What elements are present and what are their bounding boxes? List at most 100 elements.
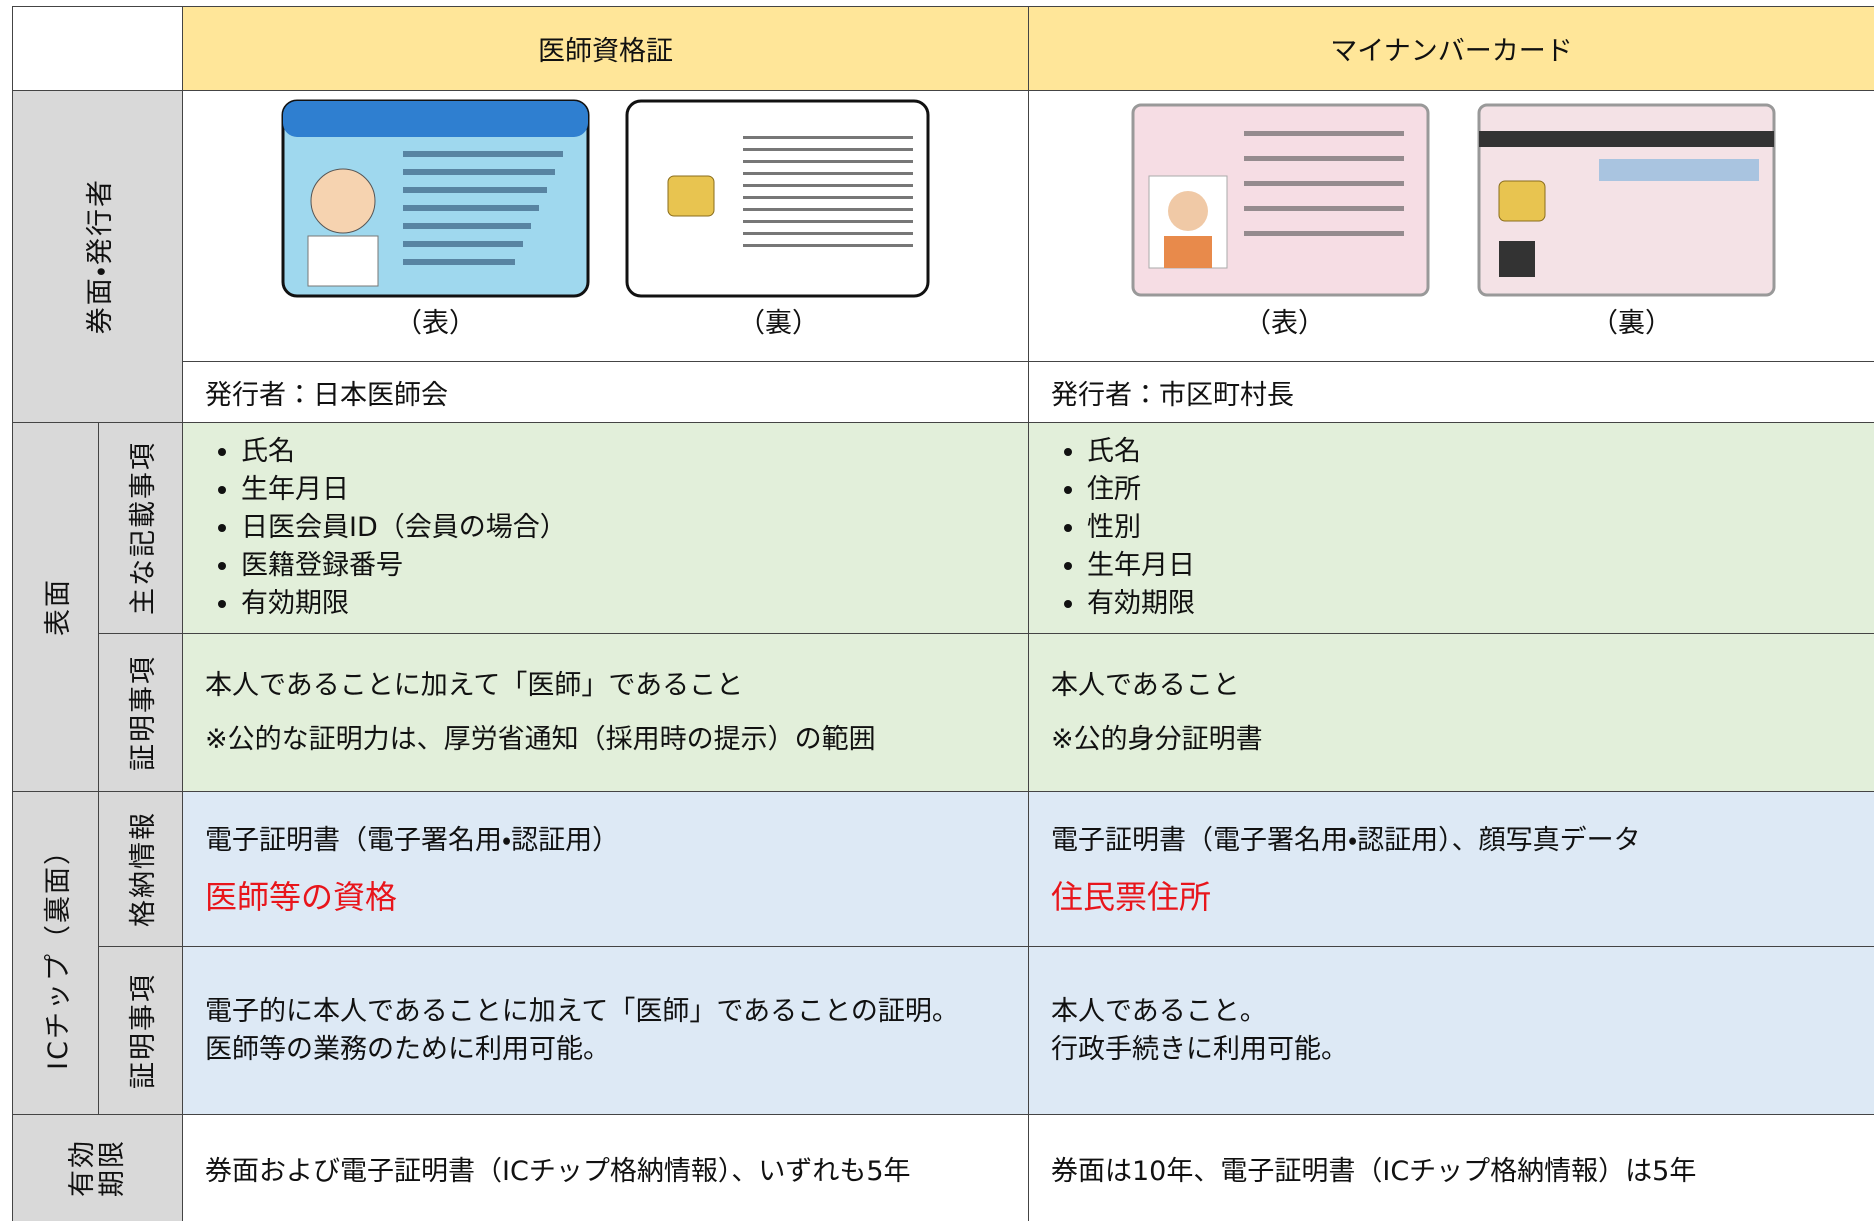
card-shape [1498,180,1546,222]
column-header: 医師資格証 [182,6,1029,91]
proof-line: 医師等の業務のために利用可能。 [205,1033,610,1065]
label-text: ICチップ（裏面） [43,836,74,1070]
card-shape [743,184,913,187]
card-shape [1164,236,1212,268]
stored-highlight: 医師等の資格 [205,878,398,916]
proof-line: 本人であること [1051,669,1240,701]
caption: （表） [395,308,476,339]
row-label: 格納情報 [98,791,183,947]
card-shape [743,220,913,223]
label-text: 証明事項 [128,972,159,1089]
stored-cell: 電子証明書（電子署名用・認証用）、顔写真データ住民票住所 [1028,791,1874,947]
stored-text: 電子証明書（電子署名用・認証用）、顔写真データ [1051,825,1641,856]
card-shape [1599,159,1759,181]
card-shape [743,148,913,151]
card-shape [1244,156,1404,161]
proof-cell: 本人であることに加えて「医師」であること ※公的な証明力は、厚労省通知（採用時の提… [182,633,1029,792]
card-illustrations [1131,103,1776,297]
stored-highlight: 住民票住所 [1051,878,1212,916]
label-text: 主な記載事項 [128,441,159,615]
item-list: 氏名生年月日日医会員ID（会員の場合）医籍登録番号有効期限 [205,433,1028,623]
list-item: 氏名 [1087,433,1874,471]
list-item: 生年月日 [1087,547,1874,585]
card-shape [1477,103,1776,297]
card-shape [743,232,913,235]
caption: （裏） [1591,308,1672,339]
proof-line: 本人であること。 [1051,995,1267,1027]
proof-line: ※公的な証明力は、厚労省通知（採用時の提示）の範囲 [205,723,876,755]
label-line: 期限 [96,1139,128,1197]
row-label: 証明事項 [98,946,183,1115]
label-text: 有効 期限 [66,1139,128,1197]
row-label: 証明事項 [98,633,183,792]
proof-line: 本人であることに加えて「医師」であること [205,669,744,701]
proof-cell: 電子的に本人であることに加えて「医師」であることの証明。 医師等の業務のために利用… [182,946,1029,1115]
card-shape [403,241,523,247]
card-shape [1479,131,1774,147]
card-shape [743,160,913,163]
corner-cell [12,6,183,91]
list-item: 性別 [1087,509,1874,547]
column-title: マイナンバーカード [1330,36,1573,67]
card-shape [310,168,376,234]
card-shape [283,101,588,137]
validity-cell: 券面は10年、電子証明書（ICチップ格納情報）は5年 [1028,1114,1874,1221]
list-item: 氏名 [241,433,1028,471]
caption: （表） [1244,308,1325,339]
issuer: 発行者：日本医師会 [205,379,448,411]
list-item: 有効期限 [1087,585,1874,623]
row-label: 券面・発行者 [12,90,183,423]
list-item: 有効期限 [241,585,1028,623]
column-title: 医師資格証 [538,36,673,67]
section-label: ICチップ（裏面） [12,791,99,1115]
list-item: 住所 [1087,471,1874,509]
card-shape [743,196,913,199]
issuer: 発行者：市区町村長 [1051,379,1294,411]
label-text: 証明事項 [128,654,159,771]
card-image-cell: （表） （裏） [182,90,1029,362]
card-illustrations [281,99,930,298]
card-shape [743,244,913,247]
list-item: 日医会員ID（会員の場合） [241,509,1028,547]
list-item: 医籍登録番号 [241,547,1028,585]
card-shape [743,208,913,211]
label-text: 格納情報 [128,811,159,927]
proof-line: 行政手続きに利用可能。 [1051,1033,1348,1065]
stored-cell: 電子証明書（電子署名用・認証用） 医師等の資格 [182,791,1029,947]
card-shape [307,235,379,287]
card-shape [403,151,563,157]
card-image-cell: （表） （裏） [1028,90,1874,362]
label-text: 券面・発行者 [85,178,116,335]
caption: （裏） [738,308,819,339]
card-shape [1168,191,1208,231]
label-text: 表面 [43,578,74,636]
card-shape [743,172,913,175]
card-shape [403,169,555,175]
column-header: マイナンバーカード [1028,6,1874,91]
card-shape [403,205,539,211]
section-label: 表面 [12,422,99,792]
card-shape [1244,206,1404,211]
list-item: 生年月日 [241,471,1028,509]
card-shape [403,259,515,265]
label-line: 有効 [66,1139,98,1197]
row-label: 主な記載事項 [98,422,183,634]
items-cell: 氏名生年月日日医会員ID（会員の場合）医籍登録番号有効期限 [182,422,1029,634]
proof-cell: 本人であること ※公的身分証明書 [1028,633,1874,792]
card-shape [1499,241,1535,277]
issuer-cell: 発行者：市区町村長 [1028,361,1874,423]
stored-text: 電子証明書（電子署名用・認証用） [205,825,620,856]
items-cell: 氏名住所性別生年月日有効期限 [1028,422,1874,634]
proof-cell: 本人であること。行政手続きに利用可能。 [1028,946,1874,1115]
card-shape [403,187,547,193]
issuer-cell: 発行者：日本医師会 [182,361,1029,423]
proof-line: 電子的に本人であることに加えて「医師」であることの証明。 [205,995,959,1027]
card-shape [1244,131,1404,136]
validity-cell: 券面および電子証明書（ICチップ格納情報）、いずれも5年 [182,1114,1029,1221]
validity-text: 券面は10年、電子証明書（ICチップ格納情報）は5年 [1051,1155,1697,1187]
card-shape [1244,181,1404,186]
validity-text: 券面および電子証明書（ICチップ格納情報）、いずれも5年 [205,1155,911,1187]
card-shape [403,223,531,229]
card-shape [667,175,715,217]
